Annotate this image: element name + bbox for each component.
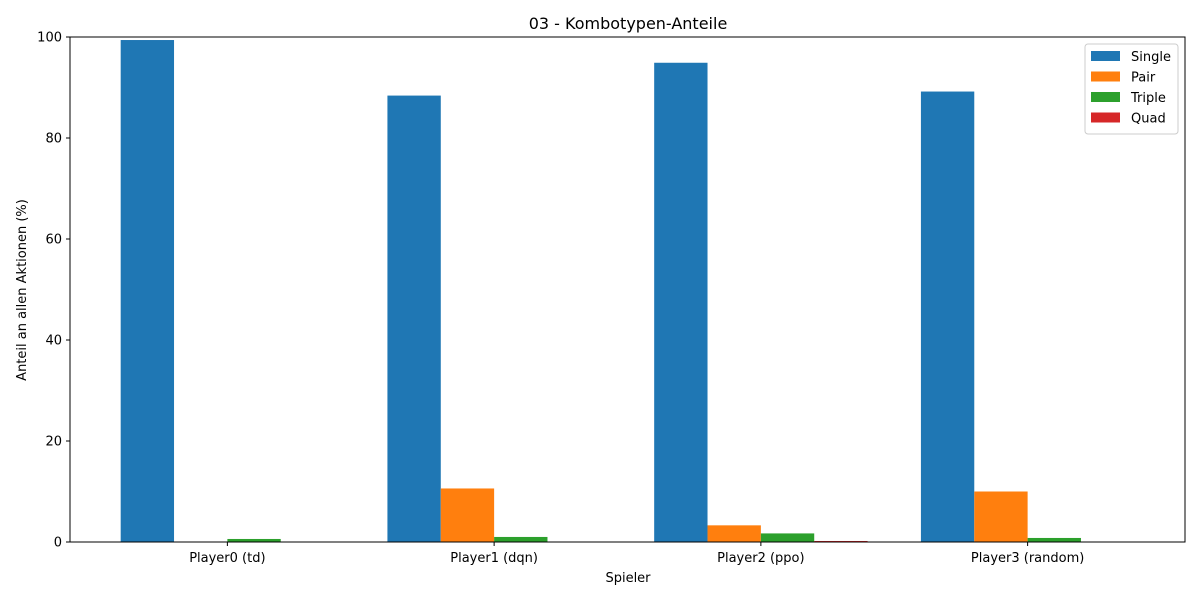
plot-frame — [69, 36, 1186, 543]
bar-quad-2 — [814, 540, 868, 542]
x-tick-label-2: Player2 (ppo) — [717, 551, 804, 566]
x-tick-label-0: Player0 (td) — [189, 551, 265, 566]
legend: Single Pair Triple Quad — [1084, 43, 1179, 135]
legend-label-triple: Triple — [1130, 91, 1166, 106]
legend-label-quad: Quad — [1131, 112, 1166, 127]
bar-pair-3 — [974, 491, 1028, 542]
legend-swatch-pair — [1091, 71, 1120, 82]
y-axis-label: Anteil an allen Aktionen (%) — [15, 199, 30, 381]
bar-triple-1 — [494, 536, 548, 542]
legend-label-single: Single — [1131, 50, 1171, 65]
y-tick-label-5: 100 — [37, 31, 62, 46]
y-tick-label-2: 40 — [45, 334, 62, 349]
y-tick-label-4: 80 — [45, 132, 62, 147]
legend-swatch-single — [1091, 51, 1120, 61]
legend-box — [1084, 43, 1179, 135]
x-tick-label-1: Player1 (dqn) — [450, 551, 538, 566]
x-tick-label-3: Player3 (random) — [971, 551, 1084, 566]
y-axis: 0 20 40 60 80 100 — [37, 31, 70, 551]
bar-single-1 — [387, 95, 441, 542]
chart-title: 03 - Kombotypen-Anteile — [529, 14, 728, 33]
bar-single-3 — [920, 91, 975, 542]
x-axis: Player0 (td) Player1 (dqn) Player2 (ppo) Pl… — [189, 542, 1084, 566]
bar-single-0 — [120, 40, 175, 542]
legend-swatch-triple — [1091, 92, 1120, 102]
y-tick-label-3: 60 — [45, 233, 62, 248]
legend-swatch-quad — [1091, 112, 1120, 123]
legend-label-pair: Pair — [1131, 71, 1156, 86]
bars-group — [120, 40, 1081, 542]
bar-pair-2 — [707, 525, 761, 542]
y-tick-label-0: 0 — [54, 536, 62, 551]
bar-single-2 — [654, 62, 708, 542]
bar-pair-1 — [440, 488, 495, 542]
bar-triple-3 — [1027, 537, 1081, 542]
x-axis-label: Spieler — [605, 571, 651, 586]
bar-triple-2 — [760, 533, 815, 542]
y-tick-label-1: 20 — [45, 435, 62, 450]
bar-triple-0 — [227, 538, 281, 542]
